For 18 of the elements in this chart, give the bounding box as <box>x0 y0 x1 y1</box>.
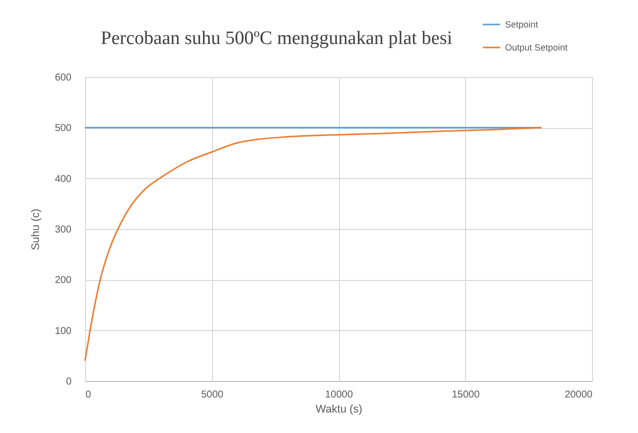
x-tick-label: 10000 <box>325 390 354 400</box>
y-tick-label: 100 <box>54 326 72 337</box>
legend-label: Setpoint <box>505 20 539 30</box>
y-tick-label: 200 <box>54 275 72 286</box>
x-tick-label: 15000 <box>452 390 480 400</box>
y-tick-label: 500 <box>54 123 72 134</box>
x-tick-label: 20000 <box>564 390 593 400</box>
y-tick-label: 600 <box>54 72 72 84</box>
y-tick-label: 400 <box>54 174 72 185</box>
x-tick-label: 0 <box>86 390 92 400</box>
chart-title: Percobaan suhu 500ºC menggunakan plat besi <box>100 28 452 49</box>
y-tick-label: 300 <box>54 224 72 236</box>
y-tick-label: 0 <box>66 376 72 388</box>
x-axis-title: Waktu (s) <box>316 404 362 416</box>
legend-label: Output Setpoint <box>505 42 568 52</box>
x-tick-label: 5000 <box>201 390 224 400</box>
y-axis-title: Suhu (c) <box>30 208 42 250</box>
line-series <box>84 126 542 362</box>
